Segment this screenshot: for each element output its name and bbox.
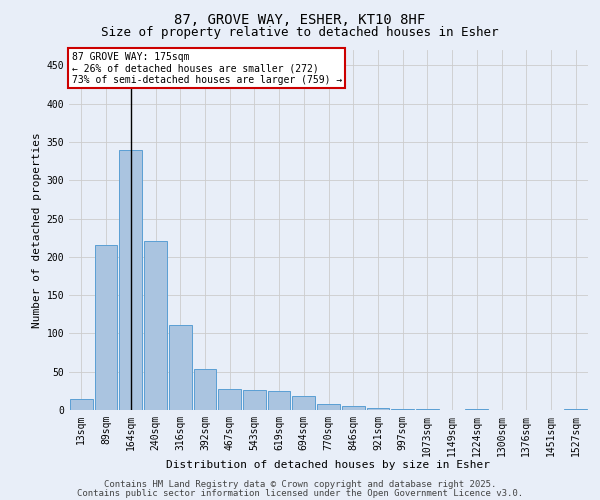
- Text: 87 GROVE WAY: 175sqm
← 26% of detached houses are smaller (272)
73% of semi-deta: 87 GROVE WAY: 175sqm ← 26% of detached h…: [71, 52, 342, 85]
- Text: 87, GROVE WAY, ESHER, KT10 8HF: 87, GROVE WAY, ESHER, KT10 8HF: [175, 12, 425, 26]
- Text: Contains HM Land Registry data © Crown copyright and database right 2025.: Contains HM Land Registry data © Crown c…: [104, 480, 496, 489]
- Text: Size of property relative to detached houses in Esher: Size of property relative to detached ho…: [101, 26, 499, 39]
- Bar: [317, 404, 340, 410]
- Bar: [243, 390, 266, 410]
- Bar: [218, 390, 241, 410]
- Bar: [194, 368, 216, 410]
- Bar: [144, 242, 167, 410]
- Bar: [95, 246, 118, 410]
- Bar: [169, 325, 191, 410]
- Bar: [367, 408, 389, 410]
- Bar: [466, 409, 488, 410]
- Bar: [70, 398, 93, 410]
- Bar: [342, 406, 365, 410]
- Bar: [292, 396, 315, 410]
- Bar: [391, 409, 414, 410]
- Bar: [416, 409, 439, 410]
- Text: Contains public sector information licensed under the Open Government Licence v3: Contains public sector information licen…: [77, 489, 523, 498]
- Bar: [119, 150, 142, 410]
- Y-axis label: Number of detached properties: Number of detached properties: [32, 132, 43, 328]
- Bar: [564, 409, 587, 410]
- Bar: [268, 391, 290, 410]
- X-axis label: Distribution of detached houses by size in Esher: Distribution of detached houses by size …: [167, 460, 491, 470]
